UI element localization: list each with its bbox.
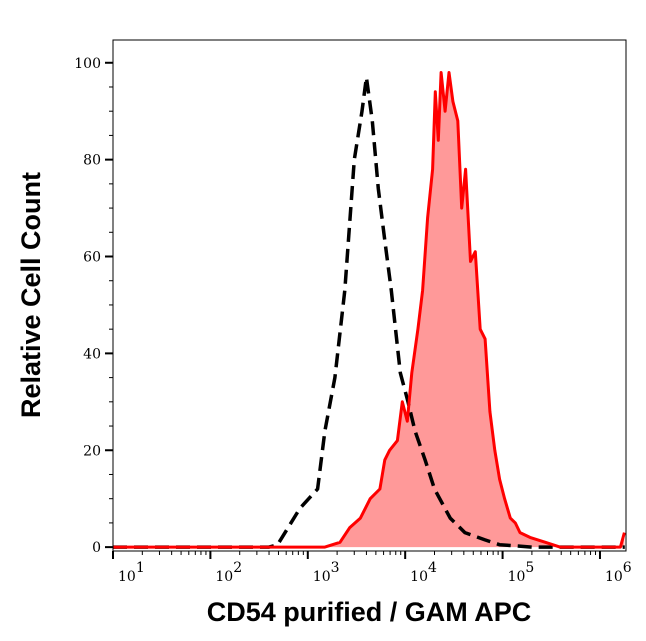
x-axis-title: CD54 purified / GAM APC — [207, 597, 532, 627]
plot-frame — [112, 39, 627, 552]
x-tick-label: 103 — [313, 560, 340, 585]
x-tick-label: 101 — [118, 560, 145, 585]
y-axis-title: Relative Cell Count — [16, 172, 46, 418]
y-tick-label: 100 — [74, 56, 101, 72]
y-tick-label: 20 — [83, 443, 101, 459]
series-fill — [113, 72, 625, 548]
y-tick-label: 40 — [83, 346, 101, 362]
y-tick-label: 60 — [83, 250, 101, 266]
x-tick-label: 104 — [410, 560, 437, 585]
y-tick-label: 0 — [92, 540, 101, 556]
x-tick-label: 106 — [605, 560, 632, 585]
x-tick-label: 105 — [508, 560, 535, 585]
x-tick-label: 102 — [215, 560, 242, 585]
stained-series-line — [113, 71, 626, 549]
y-tick-label: 80 — [83, 153, 101, 169]
control-series-line — [113, 75, 625, 549]
